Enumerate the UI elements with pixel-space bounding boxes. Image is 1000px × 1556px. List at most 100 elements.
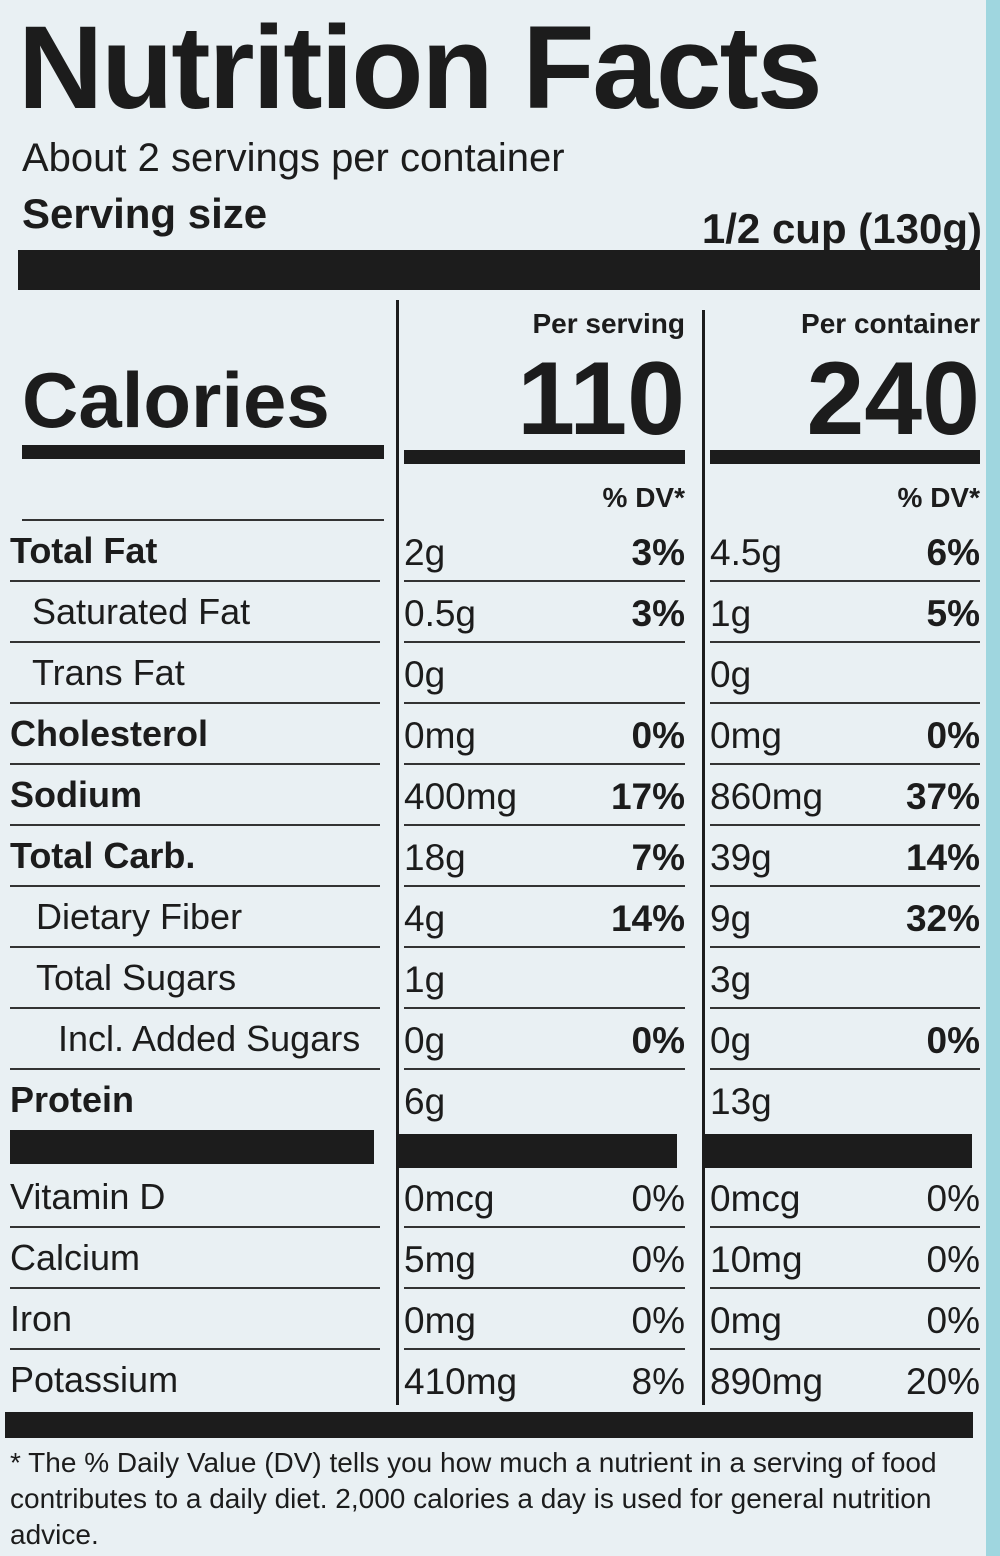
row-rule [404,1068,685,1070]
daily-value: 7% [631,837,685,878]
amount: 0g [710,1020,752,1061]
amount: 0mg [404,715,476,756]
amount: 1g [404,959,446,1000]
serving-size-label: Serving size [22,190,268,237]
nutrient-name: Vitamin D [10,1176,166,1217]
thick-bar [5,1412,973,1438]
row-rule [710,763,980,765]
daily-value: 14% [610,898,685,939]
nutrient-name: Trans Fat [32,652,185,693]
row-rule [404,702,685,704]
amount: 0mcg [404,1178,495,1219]
amount: 890mg [710,1361,824,1402]
row-rule [404,580,685,582]
row-rule [10,885,380,887]
calories-bar [404,450,685,464]
row-rule [404,946,685,948]
row-rule [10,1068,380,1070]
column-heading: Per container [801,308,980,339]
row-rule [10,1348,380,1350]
amount: 1g [710,593,752,634]
daily-value: 0% [926,1239,980,1280]
amount: 10mg [710,1239,803,1280]
nutrient-name: Calcium [10,1237,141,1278]
row-rule [710,824,980,826]
row-rule [10,763,380,765]
nutrient-name: Total Fat [10,530,158,571]
row-rule [710,1287,980,1289]
calories-value: 240 [806,341,980,457]
amount: 6g [404,1081,446,1122]
amount: 2g [404,532,446,573]
amount: 860mg [710,776,824,817]
amount: 0mg [710,715,782,756]
row-rule [710,1068,980,1070]
row-rule [10,641,380,643]
row-rule [10,702,380,704]
row-rule [710,946,980,948]
row-rule [10,824,380,826]
row-rule [710,1348,980,1350]
amount: 4g [404,898,446,939]
thick-bar [18,250,980,290]
nutrient-name: Saturated Fat [32,591,251,632]
row-rule [710,1007,980,1009]
row-rule [404,885,685,887]
amount: 18g [404,837,466,878]
amount: 0g [404,654,446,695]
amount: 0g [710,654,752,695]
amount: 0g [404,1020,446,1061]
amount: 13g [710,1081,772,1122]
serving-size-value: 1/2 cup (130g) [701,205,982,252]
nutrient-name: Protein [10,1079,135,1120]
daily-value: 0% [631,1239,685,1280]
nutrient-name: Potassium [10,1359,179,1400]
row-rule [710,641,980,643]
daily-value: 32% [905,898,980,939]
row-rule [404,824,685,826]
daily-value: 3% [631,532,685,573]
amount: 3g [710,959,752,1000]
daily-value: 20% [905,1361,980,1402]
row-rule [710,885,980,887]
row-rule [404,641,685,643]
daily-value: 8% [631,1361,685,1402]
amount: 410mg [404,1361,518,1402]
nutrient-name: Dietary Fiber [36,896,243,937]
daily-value: 0% [926,1020,980,1061]
column-divider [702,310,705,1405]
amount: 0.5g [404,593,477,634]
row-rule [22,519,384,521]
nutrient-name: Total Carb. [10,835,196,876]
daily-value: 6% [926,532,980,573]
servings: About 2 servings per container [22,136,565,180]
amount: 0mg [404,1300,476,1341]
row-rule [404,1348,685,1350]
amount: 4.5g [710,532,783,573]
row-rule [404,1226,685,1228]
nutrient-name: Incl. Added Sugars [58,1018,361,1059]
title: Nutrition Facts [18,2,823,134]
row-rule [10,1226,380,1228]
daily-value: 17% [610,776,685,817]
row-rule [710,580,980,582]
daily-value: 3% [631,593,685,634]
daily-value: 0% [926,1300,980,1341]
daily-value: 0% [926,1178,980,1219]
daily-value: 0% [631,1300,685,1341]
row-rule [710,1226,980,1228]
row-rule [10,580,380,582]
amount: 400mg [404,776,518,817]
calories-bar [22,445,384,459]
section-bar [10,1130,374,1164]
calories-label: Calories [22,356,330,444]
row-rule [404,1287,685,1289]
calories-value: 110 [517,341,685,457]
amount: 5mg [404,1239,476,1280]
amount: 39g [710,837,772,878]
daily-value: 14% [905,837,980,878]
row-rule [710,702,980,704]
amount: 0mg [710,1300,782,1341]
daily-value: 0% [631,1020,685,1061]
